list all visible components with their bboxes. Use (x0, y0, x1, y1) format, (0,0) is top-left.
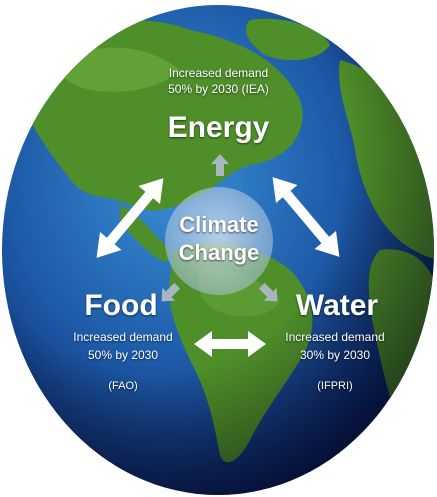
double-headed-arrow-icon (272, 177, 340, 257)
food-title: Food (84, 289, 158, 322)
water-demand-line1: Increased demand (285, 330, 385, 344)
water-demand-line2: 30% by 2030 (299, 348, 371, 362)
climate-change-line1: Climate (179, 212, 259, 237)
energy-demand-line1: Increased demand (168, 66, 269, 80)
food-demand-line1: Increased demand (73, 330, 173, 344)
double-headed-arrow-icon (194, 331, 266, 357)
arrow-icon (211, 154, 229, 176)
energy-title: Energy (167, 111, 270, 144)
water-title: Water (295, 289, 379, 322)
climate-change-line2: Change (178, 240, 260, 265)
food-source: (FAO) (108, 380, 138, 392)
climate-change-bubble (165, 187, 273, 295)
energy-demand-line2: 50% by 2030 (IEA) (168, 82, 269, 96)
double-headed-arrow-icon (96, 178, 164, 258)
water-source: (IFPRI) (317, 380, 353, 392)
arrow-icon (258, 282, 278, 302)
food-demand-line2: 50% by 2030 (87, 348, 159, 362)
arrow-icon (161, 282, 181, 302)
